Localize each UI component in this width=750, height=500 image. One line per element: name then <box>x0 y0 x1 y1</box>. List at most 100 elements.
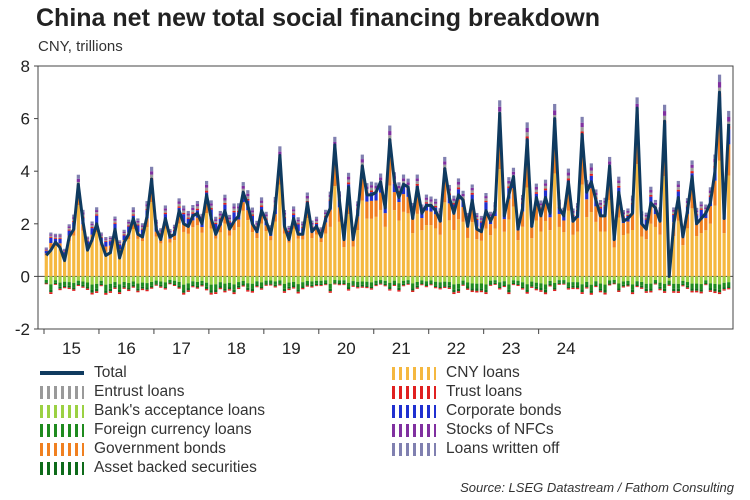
bar-neg-acceptance <box>603 276 607 285</box>
bar-neg-foreign <box>525 284 529 290</box>
bar-neg-trust <box>351 285 355 287</box>
bar-written_off <box>310 220 314 223</box>
bar-neg-acceptance <box>685 276 690 283</box>
bar-cny <box>594 221 598 277</box>
bar-entrust <box>63 250 67 252</box>
bar-neg-foreign <box>488 280 493 284</box>
bar-neg-trust <box>571 287 575 290</box>
bar-neg-trust <box>72 289 76 291</box>
bar-neg-foreign <box>690 283 694 289</box>
bar-cny <box>90 241 94 277</box>
bar-trust <box>424 202 429 204</box>
bar-neg-trust <box>658 288 662 291</box>
bar-neg-abs <box>237 285 241 288</box>
bar-neg-acceptance <box>695 276 699 284</box>
bar-stocks <box>218 213 222 216</box>
bar-neg-foreign <box>644 283 648 289</box>
bar-neg-foreign <box>603 284 607 291</box>
bar-stocks <box>727 117 731 122</box>
bar-neg-trust <box>594 286 598 288</box>
bar-stocks <box>182 208 186 211</box>
bar-neg-foreign <box>241 280 245 285</box>
bar-cny <box>186 233 190 277</box>
bar-government <box>424 210 429 226</box>
bar-neg-foreign <box>424 281 429 285</box>
bar-stocks <box>232 206 236 209</box>
bar-cny <box>640 236 644 277</box>
bar-neg-foreign <box>58 282 62 287</box>
bar-written_off <box>264 211 268 215</box>
bar-neg-trust <box>95 291 99 293</box>
bar-neg-foreign <box>204 282 209 287</box>
bar-neg-trust <box>443 286 447 289</box>
bar-stocks <box>598 202 603 205</box>
bar-cny <box>195 225 200 277</box>
bar-neg-trust <box>81 286 85 288</box>
bar-stocks <box>113 218 117 221</box>
bar-neg-foreign <box>53 280 58 283</box>
bar-trust <box>131 214 135 216</box>
bar-trust <box>539 207 543 209</box>
bar-neg-foreign <box>44 279 48 283</box>
bar-neg-acceptance <box>273 276 277 282</box>
bar-stocks <box>296 219 300 222</box>
bar-neg-foreign <box>237 282 241 286</box>
bar-government <box>530 227 534 239</box>
bar-neg-acceptance <box>617 276 621 284</box>
bar-neg-trust <box>521 288 525 290</box>
bar-entrust <box>85 239 90 241</box>
bar-government <box>507 198 511 220</box>
bar-neg-acceptance <box>159 276 163 282</box>
bar-neg-foreign <box>443 281 447 286</box>
bar-neg-abs <box>278 283 282 285</box>
bar-neg-abs <box>470 288 474 291</box>
bar-entrust <box>296 221 300 224</box>
bar-cny <box>530 238 534 277</box>
bar-written_off <box>429 196 433 200</box>
bar-stocks <box>44 248 48 250</box>
bar-neg-abs <box>502 284 506 287</box>
bar-written_off <box>292 206 296 210</box>
bar-neg-foreign <box>292 281 296 286</box>
bar-neg-abs <box>81 284 85 287</box>
bar-corporate <box>562 215 566 221</box>
bar-neg-foreign <box>328 283 332 289</box>
bar-trust <box>589 173 593 176</box>
bar-neg-trust <box>163 288 167 290</box>
bar-neg-acceptance <box>401 276 406 281</box>
bar-neg-acceptance <box>447 276 451 283</box>
bar-stocks <box>287 227 291 230</box>
bar-neg-acceptance <box>424 276 429 282</box>
bar-neg-trust <box>182 292 186 295</box>
bar-neg-abs <box>269 283 273 285</box>
bar-government <box>534 202 538 221</box>
bar-government <box>351 238 355 247</box>
bar-cny <box>310 238 314 277</box>
bar-entrust <box>456 184 461 188</box>
bar-government <box>521 211 525 227</box>
bar-neg-foreign <box>369 282 374 287</box>
bar-government <box>333 162 337 187</box>
x-tick-label: 16 <box>117 339 136 358</box>
bar-neg-trust <box>301 287 305 290</box>
bar-neg-acceptance <box>140 276 145 283</box>
bar-neg-abs <box>580 289 584 293</box>
bar-neg-abs <box>704 282 708 285</box>
bar-trust <box>525 136 529 140</box>
bar-neg-foreign <box>626 280 630 284</box>
bar-trust <box>649 194 653 197</box>
bar-corporate <box>543 190 548 201</box>
x-tick-label: 23 <box>502 339 521 358</box>
bar-written_off <box>369 181 374 186</box>
bar-government <box>397 202 401 221</box>
bar-neg-acceptance <box>713 276 717 284</box>
bar-neg-acceptance <box>342 276 346 281</box>
bar-neg-abs <box>90 289 94 293</box>
bar-entrust <box>388 135 392 140</box>
bar-neg-abs <box>401 283 406 286</box>
bar-neg-foreign <box>502 281 506 285</box>
bar-neg-trust <box>113 287 117 289</box>
bar-trust <box>209 208 213 210</box>
bar-neg-trust <box>548 285 552 287</box>
bar-government <box>690 185 694 209</box>
